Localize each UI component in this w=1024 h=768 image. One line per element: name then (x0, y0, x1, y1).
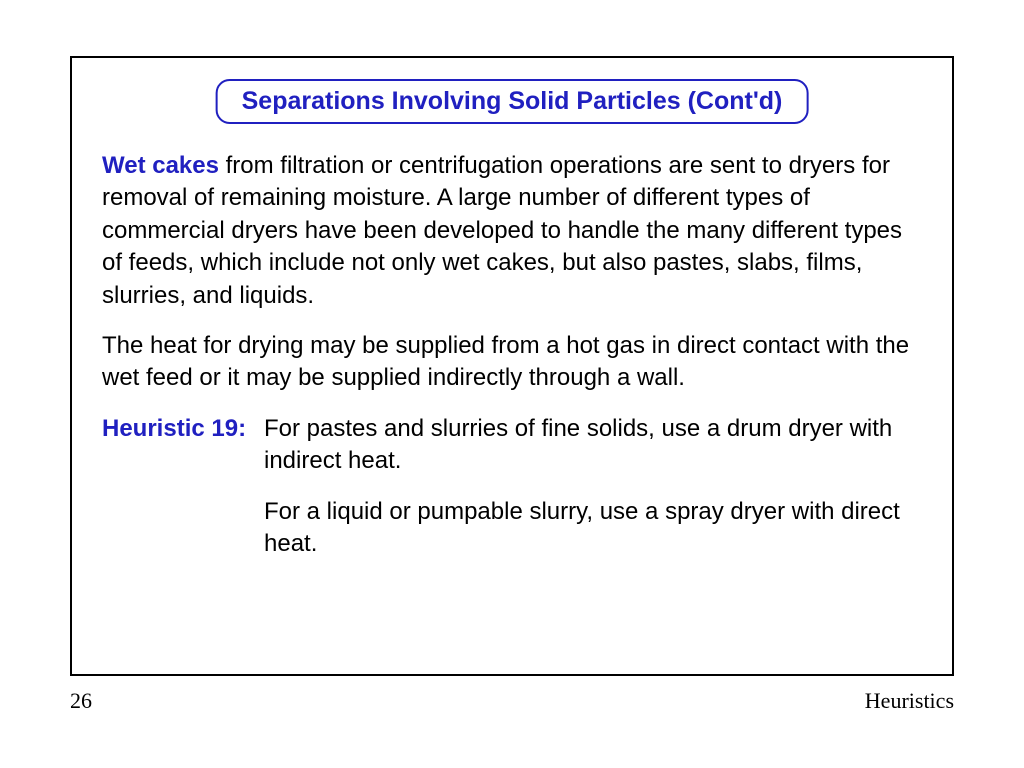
heuristic-label: Heuristic 19: (102, 413, 264, 445)
lead-term: Wet cakes (102, 152, 219, 179)
slide-frame: Separations Involving Solid Particles (C… (70, 56, 954, 676)
paragraph-2: The heat for drying may be supplied from… (102, 330, 926, 395)
paragraph-1: Wet cakes from filtration or centrifugat… (102, 150, 926, 312)
heuristic-body-2: For a liquid or pumpable slurry, use a s… (264, 496, 926, 561)
page-number: 26 (70, 688, 92, 714)
slide-title: Separations Involving Solid Particles (C… (242, 87, 783, 116)
heuristic-body-1: For pastes and slurries of fine solids, … (264, 413, 926, 478)
section-label: Heuristics (865, 688, 954, 714)
paragraph-1-rest: from filtration or centrifugation operat… (102, 152, 902, 309)
heuristic-block: Heuristic 19: For pastes and slurries of… (102, 413, 926, 561)
slide-content: Wet cakes from filtration or centrifugat… (102, 150, 926, 560)
heuristic-row: Heuristic 19: For pastes and slurries of… (102, 413, 926, 478)
title-pill: Separations Involving Solid Particles (C… (216, 79, 809, 124)
